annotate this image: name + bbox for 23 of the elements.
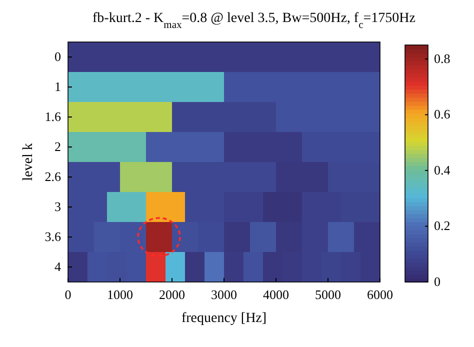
x-tick-label: 1000	[107, 287, 133, 302]
color-bar-label: 0.4	[434, 162, 451, 178]
y-axis-title: level k	[21, 143, 36, 181]
x-tick-label: 0	[64, 287, 72, 302]
chart-title: fb-kurt.2 - K$_{max}$=0.8 @ level 3.5, Bw=500Hz, f$_{c}$=1750Hz	[92, 11, 416, 30]
y-tick-label: 2.6	[44, 169, 62, 184]
color-bar-label: 0	[434, 274, 440, 289]
color-bar-label: 0.8	[434, 50, 450, 66]
x-tick-label: 2000	[159, 287, 185, 302]
x-tick-label: 5000	[315, 287, 341, 302]
x-tick-label: 6000	[367, 287, 393, 302]
y-tick-label: 1	[54, 79, 61, 94]
y-tick-label: 3	[54, 199, 61, 214]
y-tick-label: 1.6	[44, 109, 62, 124]
y-tick-label: 2	[54, 139, 61, 154]
color-bar-label: 0.6	[434, 106, 451, 122]
y-tick-label: 3.6	[44, 229, 62, 244]
color-bar-label: 0.2	[434, 218, 450, 234]
x-tick-label: 3000	[211, 287, 237, 302]
x-tick-label: 4000	[263, 287, 289, 302]
y-tick-label: 4	[54, 259, 62, 274]
x-axis-title: frequency [Hz]	[181, 311, 267, 326]
y-tick-label: 0	[54, 49, 61, 64]
